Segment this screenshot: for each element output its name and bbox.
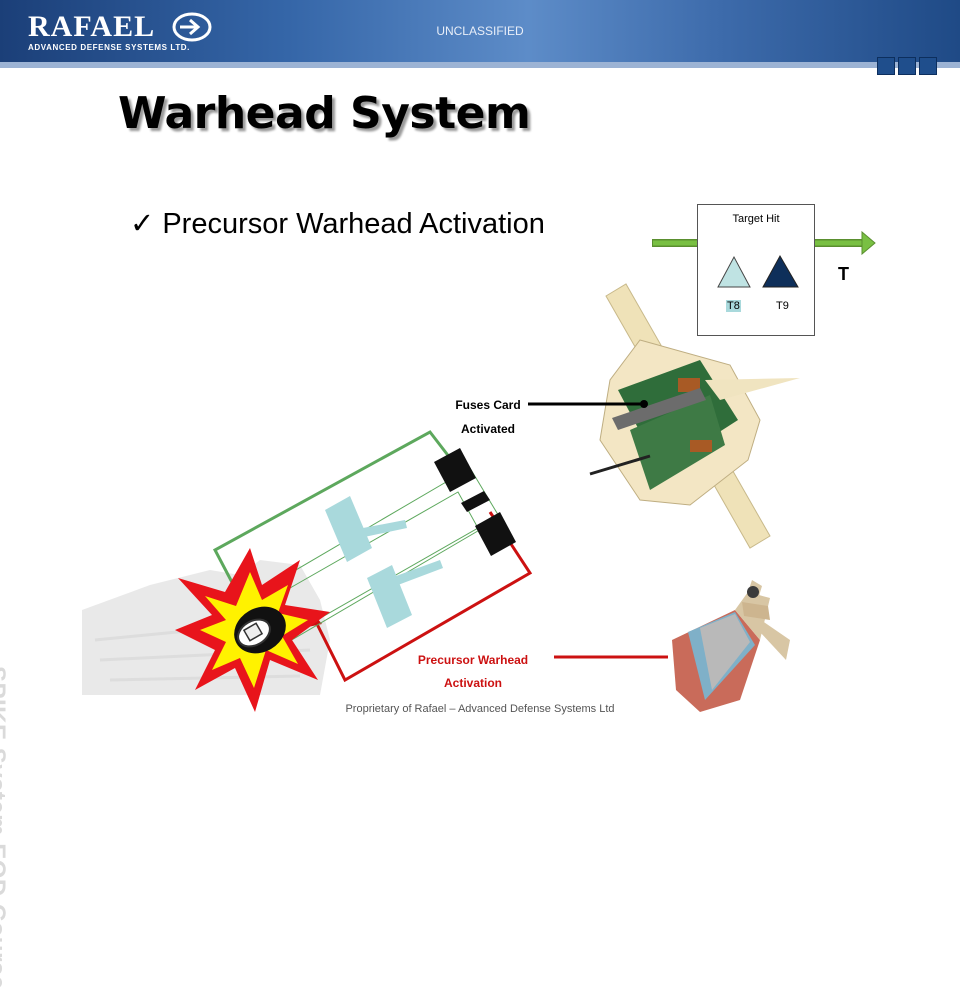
t9-triangle-icon <box>762 254 799 288</box>
precursor-label-line1: Precursor Warhead <box>417 653 529 667</box>
timing-triangles <box>717 254 799 288</box>
header-square <box>898 57 916 75</box>
warhead-plates <box>325 496 443 628</box>
precursor-warhead-device <box>672 580 790 712</box>
target-hit-title: Target Hit <box>732 213 780 225</box>
header-banner: RAFAEL ADVANCED DEFENSE SYSTEMS LTD. UNC… <box>0 0 960 75</box>
fuses-card-label-line1: Fuses Card <box>455 398 521 412</box>
footer-text: Proprietary of Rafael – Advanced Defense… <box>345 703 615 715</box>
green-wire <box>212 430 452 608</box>
bullet-text: Precursor Warhead Activation <box>162 208 545 240</box>
fuse-blocks <box>434 448 516 556</box>
checkmark-icon: ✓ <box>130 208 155 240</box>
logo-subtitle: ADVANCED DEFENSE SYSTEMS LTD. <box>28 43 191 52</box>
classification-label: UNCLASSIFIED <box>436 24 524 38</box>
slide-title: Warhead System <box>118 88 531 139</box>
fuses-card-device <box>589 283 800 549</box>
bullet-item: ✓ Precursor Warhead Activation <box>130 206 545 241</box>
timeline-axis-label: T <box>838 264 849 284</box>
fuses-card-label-line2: Activated <box>460 422 516 436</box>
t8-label: T8 <box>726 300 741 312</box>
rafael-logo: RAFAEL ADVANCED DEFENSE SYSTEMS LTD. <box>28 10 212 52</box>
logo-name: RAFAEL <box>28 10 156 43</box>
fuses-card-label: Fuses Card Activated <box>440 393 536 441</box>
explosion-icon <box>175 548 330 712</box>
header-square <box>919 57 937 75</box>
logo-emblem-icon <box>172 12 212 42</box>
precursor-label-line2: Activation <box>443 676 502 690</box>
t8-triangle-icon <box>717 255 751 288</box>
header-shade <box>0 62 960 68</box>
timeline-arrowhead-icon <box>861 230 876 256</box>
header-squares <box>877 57 937 75</box>
t9-label: T9 <box>776 300 789 312</box>
precursor-activation-label: Precursor Warhead Activation <box>395 649 551 695</box>
target-hit-box: Target Hit T8 T9 <box>697 204 815 336</box>
header-square <box>877 57 895 75</box>
fuses-card-pointer-dot <box>640 400 648 408</box>
warhead-diagram <box>82 230 876 712</box>
